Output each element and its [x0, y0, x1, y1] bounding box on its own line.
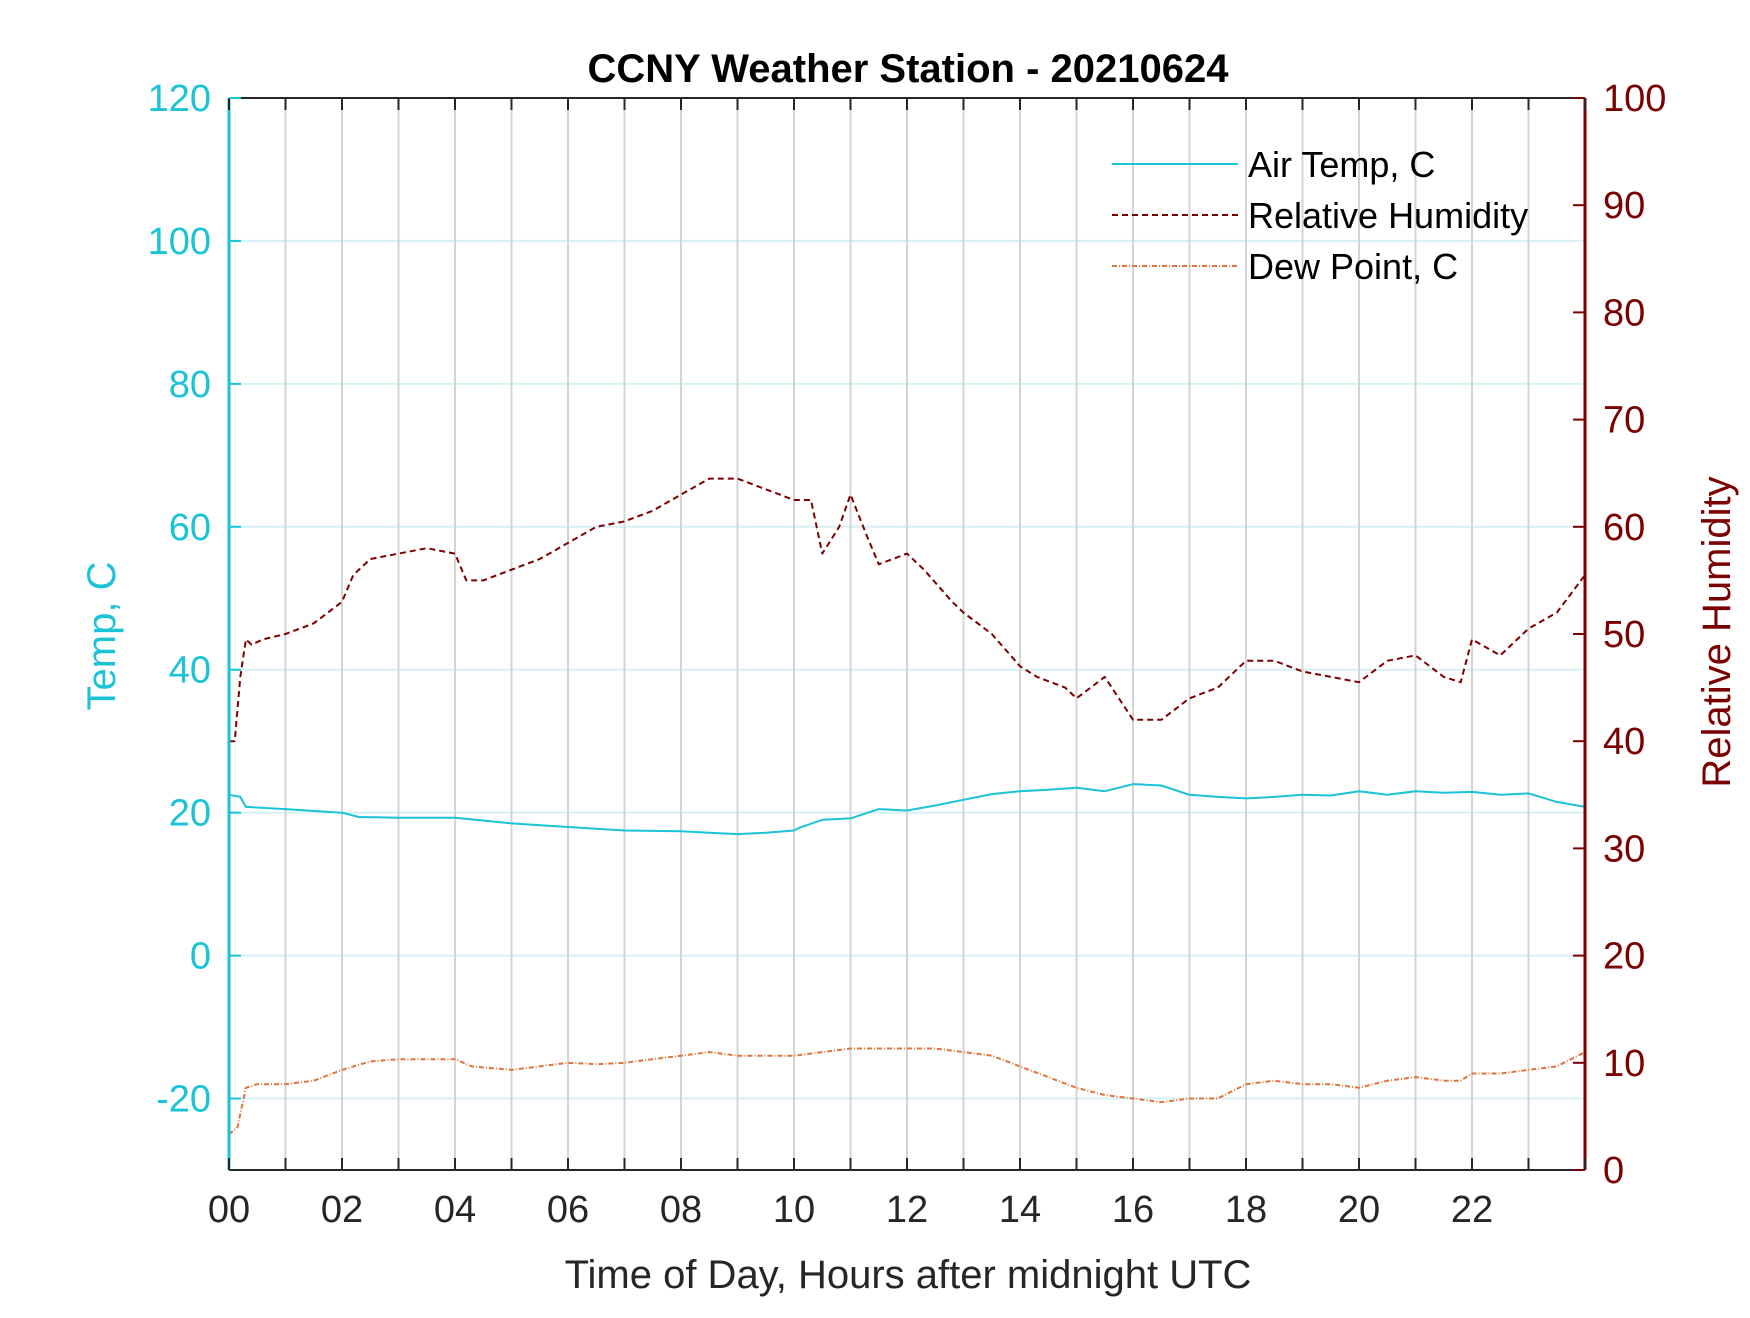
y-right-tick-label: 100	[1603, 78, 1666, 120]
y-right-tick-label: 0	[1603, 1150, 1624, 1192]
y-left-tick-label: 80	[169, 364, 211, 406]
x-tick-label: 14	[999, 1189, 1041, 1231]
y-right-tick-label: 60	[1603, 507, 1645, 549]
y-right-tick-label: 80	[1603, 292, 1645, 334]
x-tick-label: 16	[1112, 1189, 1154, 1231]
series-line-0	[228, 783, 1586, 836]
legend-label-2: Dew Point, C	[1248, 246, 1458, 287]
legend: Air Temp, C Relative Humidity Dew Point, C	[1112, 144, 1528, 287]
y-left-tick-label: 40	[169, 650, 211, 692]
x-tick-label: 00	[208, 1189, 250, 1231]
y-left-tick-label: 60	[169, 507, 211, 549]
x-tick-label: 12	[886, 1189, 928, 1231]
x-tick-label: 02	[321, 1189, 363, 1231]
y-left-tick-label: -20	[156, 1079, 211, 1121]
axes: 00 02 04 06 08 10 12 14 16 18 20 22-200204060801001…	[148, 78, 1667, 1231]
x-tick-label: 10	[773, 1189, 815, 1231]
y-left-tick-label: 120	[148, 78, 211, 120]
y-left-tick-label: 0	[190, 936, 211, 978]
x-tick-label: 08	[660, 1189, 702, 1231]
series-line-2	[228, 1047, 1586, 1136]
y-right-tick-label: 70	[1603, 400, 1645, 442]
x-tick-label: 04	[434, 1189, 476, 1231]
x-tick-label: 20	[1338, 1189, 1380, 1231]
y-left-tick-label: 20	[169, 793, 211, 835]
y-right-tick-label: 90	[1603, 185, 1645, 227]
chart-title: CCNY Weather Station - 20210624	[588, 47, 1230, 91]
x-tick-label: 22	[1451, 1189, 1493, 1231]
y-right-tick-label: 30	[1603, 828, 1645, 870]
series-line-1	[229, 477, 1586, 743]
y-left-tick-label: 100	[148, 221, 211, 263]
grid	[229, 97, 1585, 1170]
series-layer	[228, 477, 1586, 1136]
legend-label-0: Air Temp, C	[1248, 144, 1435, 185]
y-right-tick-label: 50	[1603, 614, 1645, 656]
x-tick-label: 06	[547, 1189, 589, 1231]
y-axis-left-label: Temp, C	[80, 562, 124, 711]
x-axis-label: Time of Day, Hours after midnight UTC	[565, 1253, 1252, 1297]
y-right-tick-label: 20	[1603, 936, 1645, 978]
legend-label-1: Relative Humidity	[1248, 195, 1528, 236]
y-right-tick-label: 10	[1603, 1043, 1645, 1085]
x-tick-label: 18	[1225, 1189, 1267, 1231]
y-axis-right-label: Relative Humidity	[1695, 476, 1739, 787]
y-right-tick-label: 40	[1603, 721, 1645, 763]
